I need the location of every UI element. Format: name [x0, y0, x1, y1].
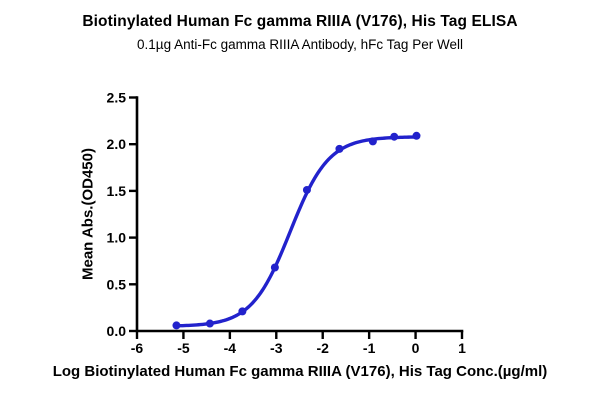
x-tick-label: -1: [363, 340, 376, 356]
axis-lines: [135, 96, 464, 333]
data-point: [390, 132, 399, 141]
x-tick-label: -3: [270, 340, 283, 356]
x-axis-label: Log Biotinylated Human Fc gamma RIIIA (V…: [52, 363, 548, 380]
fit-curve: [174, 135, 419, 328]
x-tick-label: -5: [177, 340, 190, 356]
x-tick-label: -6: [131, 340, 144, 356]
data-point: [270, 263, 279, 272]
data-point: [412, 131, 421, 140]
x-tick-label: -4: [224, 340, 237, 356]
data-point: [205, 319, 214, 328]
y-tick-label: 0.0: [107, 323, 127, 339]
y-tick-label: 2.0: [107, 136, 127, 152]
data-point: [238, 307, 247, 316]
x-tick-label: -2: [316, 340, 329, 356]
data-point: [172, 321, 181, 330]
data-point: [335, 144, 344, 153]
y-tick-label: 1.5: [107, 183, 127, 199]
x-tick-label: 0: [412, 340, 420, 356]
data-point: [368, 137, 377, 146]
chart-title: Biotinylated Human Fc gamma RIIIA (V176)…: [82, 13, 518, 30]
y-tick-label: 0.5: [107, 276, 127, 292]
chart-subtitle: 0.1µg Anti-Fc gamma RIIIA Antibody, hFc …: [137, 37, 463, 52]
data-point: [302, 185, 311, 194]
y-tick-label: 2.5: [107, 90, 127, 106]
y-tick-label: 1.0: [107, 230, 127, 246]
x-tick-label: 1: [458, 340, 466, 356]
